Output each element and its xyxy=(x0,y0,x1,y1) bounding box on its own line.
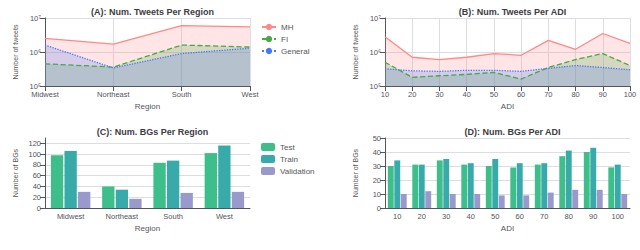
svg-text:Region: Region xyxy=(135,224,160,233)
svg-text:Region: Region xyxy=(135,102,160,111)
svg-text:10: 10 xyxy=(381,90,389,99)
svg-text:(C): Num. BGs Per Region: (C): Num. BGs Per Region xyxy=(97,127,209,137)
svg-text:Test: Test xyxy=(280,143,295,152)
svg-text:West: West xyxy=(242,90,260,99)
svg-text:80: 80 xyxy=(33,160,41,169)
svg-text:60: 60 xyxy=(517,90,525,99)
svg-text:FI: FI xyxy=(281,35,288,44)
svg-text:South: South xyxy=(163,212,183,221)
svg-text:40: 40 xyxy=(373,148,381,157)
svg-text:40: 40 xyxy=(462,90,470,99)
svg-text:100: 100 xyxy=(624,90,637,99)
svg-text:Midwest: Midwest xyxy=(31,90,59,99)
svg-text:Northeast: Northeast xyxy=(106,212,139,221)
svg-text:90: 90 xyxy=(589,212,597,221)
svg-text:70: 70 xyxy=(540,212,548,221)
svg-text:Number of tweets: Number of tweets xyxy=(352,24,359,79)
svg-text:20: 20 xyxy=(418,212,426,221)
svg-text:Number of BGs: Number of BGs xyxy=(352,148,359,197)
svg-text:Northeast: Northeast xyxy=(97,90,130,99)
svg-text:0: 0 xyxy=(37,204,41,213)
svg-text:10⁶: 10⁶ xyxy=(30,48,41,57)
svg-text:10: 10 xyxy=(373,190,381,199)
svg-text:10: 10 xyxy=(393,212,401,221)
svg-text:Validation: Validation xyxy=(280,167,315,176)
svg-text:10⁵: 10⁵ xyxy=(29,81,41,91)
svg-text:Train: Train xyxy=(280,155,298,164)
svg-text:20: 20 xyxy=(373,176,381,185)
svg-text:10⁵: 10⁵ xyxy=(370,82,381,91)
svg-text:30: 30 xyxy=(435,90,443,99)
svg-text:50: 50 xyxy=(490,90,498,99)
svg-text:30: 30 xyxy=(373,162,381,171)
svg-text:20: 20 xyxy=(408,90,416,99)
svg-text:120: 120 xyxy=(28,139,41,148)
svg-text:10⁶: 10⁶ xyxy=(370,48,381,57)
svg-text:60: 60 xyxy=(33,171,41,180)
svg-text:40: 40 xyxy=(467,212,475,221)
svg-text:100: 100 xyxy=(28,150,41,159)
svg-text:80: 80 xyxy=(565,212,573,221)
svg-text:90: 90 xyxy=(599,90,607,99)
svg-text:General: General xyxy=(281,47,310,56)
svg-text:South: South xyxy=(172,90,192,99)
svg-text:50: 50 xyxy=(373,134,381,143)
svg-text:Midwest: Midwest xyxy=(57,212,85,221)
svg-text:60: 60 xyxy=(516,212,524,221)
svg-text:70: 70 xyxy=(544,90,552,99)
svg-text:MH: MH xyxy=(281,23,294,32)
svg-text:(B): Num. Tweets Per ADI: (B): Num. Tweets Per ADI xyxy=(459,7,567,17)
svg-text:100: 100 xyxy=(611,212,624,221)
svg-text:ADI: ADI xyxy=(501,102,514,111)
svg-text:Number of BGs: Number of BGs xyxy=(12,148,19,197)
svg-text:80: 80 xyxy=(571,90,579,99)
svg-text:(D): Num. BGs Per ADI: (D): Num. BGs Per ADI xyxy=(464,127,560,137)
svg-text:Number of tweets: Number of tweets xyxy=(12,24,19,79)
svg-text:40: 40 xyxy=(33,182,41,191)
svg-text:West: West xyxy=(216,212,234,221)
svg-text:10⁷: 10⁷ xyxy=(370,14,381,23)
svg-text:30: 30 xyxy=(442,212,450,221)
svg-text:ADI: ADI xyxy=(501,224,514,233)
svg-text:0: 0 xyxy=(377,204,381,213)
svg-text:10⁷: 10⁷ xyxy=(30,14,41,23)
svg-text:20: 20 xyxy=(33,193,41,202)
svg-text:50: 50 xyxy=(491,212,499,221)
svg-text:(A): Num. Tweets Per Region: (A): Num. Tweets Per Region xyxy=(91,7,214,17)
